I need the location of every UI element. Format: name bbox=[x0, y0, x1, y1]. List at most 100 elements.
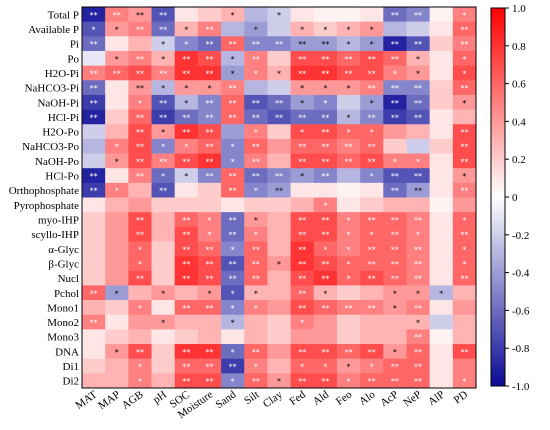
significance-marker: * bbox=[231, 55, 235, 64]
significance-marker: * bbox=[231, 348, 235, 357]
heatmap-cell bbox=[336, 138, 361, 154]
significance-marker: * bbox=[115, 55, 119, 64]
heatmap-cell bbox=[452, 300, 477, 316]
significance-marker: ** bbox=[252, 113, 260, 122]
heatmap-cell bbox=[360, 124, 384, 140]
y-tick-label: β-Glyc bbox=[48, 258, 79, 270]
significance-marker: * bbox=[300, 99, 304, 108]
heatmap-cell bbox=[406, 21, 430, 37]
significance-marker: ** bbox=[414, 275, 422, 284]
heatmap-cell bbox=[244, 65, 268, 81]
heatmap-cell bbox=[383, 124, 407, 140]
heatmap-cell bbox=[429, 50, 454, 66]
significance-marker: ** bbox=[159, 69, 167, 78]
heatmap-cell bbox=[105, 168, 129, 184]
heatmap-cell bbox=[244, 36, 268, 52]
significance-marker: * bbox=[462, 377, 466, 386]
significance-marker: * bbox=[254, 231, 258, 240]
heatmap-cell bbox=[452, 182, 477, 198]
significance-marker: ** bbox=[229, 275, 237, 284]
heatmap-cell bbox=[197, 124, 222, 140]
heatmap-cell bbox=[82, 65, 106, 81]
heatmap-cell bbox=[151, 168, 176, 184]
significance-marker: ** bbox=[182, 69, 190, 78]
significance-marker: ** bbox=[368, 245, 376, 254]
heatmap-cell bbox=[174, 314, 199, 330]
heatmap-cell bbox=[267, 226, 291, 242]
heatmap-cell bbox=[336, 300, 361, 316]
heatmap-cell bbox=[151, 270, 176, 286]
heatmap-cell bbox=[452, 168, 477, 184]
heatmap-cell bbox=[105, 138, 129, 154]
significance-marker: ** bbox=[414, 304, 422, 313]
heatmap-cell bbox=[174, 241, 199, 257]
significance-marker: * bbox=[347, 260, 351, 269]
heatmap-cell bbox=[174, 373, 199, 389]
heatmap-cell bbox=[452, 50, 477, 66]
heatmap-cell bbox=[429, 329, 454, 345]
heatmap-cell bbox=[429, 344, 454, 359]
significance-marker: ** bbox=[136, 113, 144, 122]
significance-marker: ** bbox=[321, 304, 329, 313]
significance-marker: ** bbox=[460, 275, 468, 284]
heatmap-cell bbox=[82, 212, 106, 228]
significance-marker: * bbox=[347, 25, 351, 34]
heatmap-cell bbox=[151, 109, 176, 125]
heatmap-cell bbox=[174, 256, 199, 272]
heatmap-cell bbox=[360, 109, 384, 125]
heatmap-cell bbox=[105, 314, 129, 330]
significance-marker: ** bbox=[229, 172, 237, 181]
x-tick-label: Sand bbox=[213, 388, 238, 411]
heatmap-cell bbox=[406, 241, 430, 257]
heatmap-cell bbox=[290, 109, 315, 125]
significance-marker: ** bbox=[368, 84, 376, 93]
heatmap-cell bbox=[197, 153, 222, 169]
heatmap-cell bbox=[221, 344, 245, 359]
heatmap-cell bbox=[174, 270, 199, 286]
heatmap-cell bbox=[452, 7, 477, 22]
significance-marker: * bbox=[207, 289, 211, 298]
heatmap-cell bbox=[221, 124, 245, 140]
significance-marker: ** bbox=[321, 143, 329, 152]
significance-marker: * bbox=[138, 377, 142, 386]
heatmap-cell bbox=[105, 212, 129, 228]
heatmap-cell bbox=[174, 65, 199, 81]
heatmap-cell bbox=[429, 109, 454, 125]
significance-marker: * bbox=[416, 69, 420, 78]
significance-marker: ** bbox=[252, 172, 260, 181]
heatmap-cell bbox=[452, 226, 477, 242]
heatmap-cell bbox=[290, 241, 315, 257]
heatmap-cell bbox=[267, 314, 291, 330]
significance-marker: * bbox=[138, 304, 142, 313]
significance-marker: ** bbox=[391, 113, 399, 122]
heatmap-cell bbox=[267, 256, 291, 272]
heatmap-cell bbox=[336, 270, 361, 286]
significance-marker: ** bbox=[90, 84, 98, 93]
heatmap-cell bbox=[290, 80, 315, 96]
y-tick-label: Available P bbox=[28, 24, 79, 36]
heatmap-cell bbox=[174, 226, 199, 242]
significance-marker: ** bbox=[460, 128, 468, 137]
significance-marker: * bbox=[370, 128, 374, 137]
significance-marker: * bbox=[393, 304, 397, 313]
heatmap-cell bbox=[105, 358, 129, 374]
significance-marker: ** bbox=[136, 55, 144, 64]
heatmap-cell bbox=[128, 153, 152, 169]
significance-marker: ** bbox=[252, 143, 260, 152]
heatmap-cell bbox=[174, 285, 199, 301]
significance-marker: ** bbox=[182, 157, 190, 166]
heatmap-cell bbox=[82, 109, 106, 125]
significance-marker: * bbox=[347, 275, 351, 284]
heatmap-cell bbox=[290, 314, 315, 330]
heatmap-cell bbox=[383, 285, 407, 301]
heatmap-cell bbox=[197, 373, 222, 389]
significance-marker: * bbox=[462, 69, 466, 78]
significance-marker: * bbox=[300, 84, 304, 93]
heatmap-cell bbox=[221, 285, 245, 301]
heatmap-cell bbox=[267, 50, 291, 66]
significance-marker: ** bbox=[182, 216, 190, 225]
heatmap-cell bbox=[336, 182, 361, 198]
significance-marker: * bbox=[231, 304, 235, 313]
heatmap-cell bbox=[105, 50, 129, 66]
heatmap-cell bbox=[429, 21, 454, 37]
